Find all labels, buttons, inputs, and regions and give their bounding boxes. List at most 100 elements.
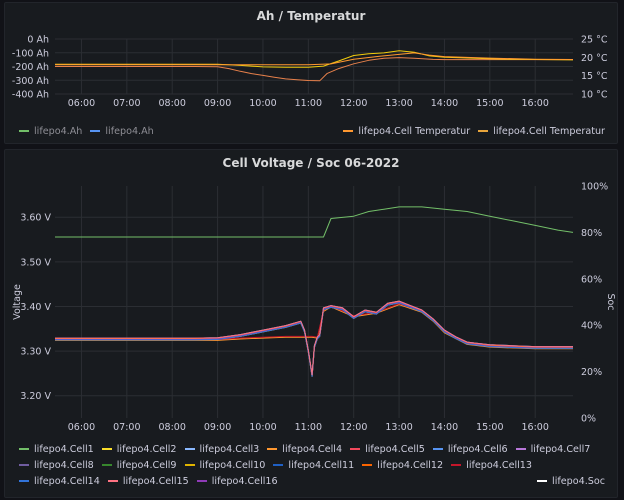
y-left-tick-label: -100 Ah bbox=[12, 48, 49, 59]
x-tick-label: 10:00 bbox=[249, 422, 276, 433]
y-right-tick-label: 0% bbox=[581, 414, 596, 425]
x-tick-label: 16:00 bbox=[521, 98, 548, 109]
y-left-tick-label: -200 Ah bbox=[12, 62, 49, 73]
series-line-0 bbox=[55, 57, 573, 82]
legend-item[interactable]: lifepo4.Soc bbox=[537, 473, 605, 489]
legend-label: lifepo4.Cell4 bbox=[282, 443, 343, 455]
legend-swatch bbox=[19, 464, 29, 466]
legend-item[interactable]: lifepo4.Cell7 bbox=[515, 441, 591, 457]
legend-swatch bbox=[343, 130, 354, 132]
x-tick-label: 06:00 bbox=[68, 422, 95, 433]
legend-item[interactable]: lifepo4.Cell5 bbox=[350, 441, 425, 457]
legend-swatch bbox=[432, 448, 443, 450]
y-right-tick-label: 15 °C bbox=[581, 71, 608, 82]
legend-swatch bbox=[515, 448, 526, 450]
legend-label: lifepo4.Cell15 bbox=[122, 475, 189, 487]
y-left-tick-label: 3.20 V bbox=[20, 391, 51, 402]
legend-item[interactable]: lifepo4.Ah bbox=[19, 123, 82, 139]
legend-label: lifepo4.Ah bbox=[105, 125, 154, 137]
cell-line-16 bbox=[55, 300, 573, 376]
x-tick-label: 07:00 bbox=[113, 422, 140, 433]
legend-item[interactable]: lifepo4.Cell2 bbox=[101, 441, 177, 457]
legend-cells: lifepo4.Cell1 lifepo4.Cell2 lifepo4.Cell3 l… bbox=[19, 441, 609, 489]
legend-swatch bbox=[184, 448, 195, 450]
x-tick-label: 15:00 bbox=[476, 98, 503, 109]
cell-line-12 bbox=[55, 303, 573, 349]
x-tick-label: 10:00 bbox=[249, 98, 276, 109]
legend-item[interactable]: lifepo4.Cell13 bbox=[451, 457, 532, 473]
x-tick-label: 07:00 bbox=[113, 98, 140, 109]
legend-swatch bbox=[19, 480, 29, 482]
x-tick-label: 15:00 bbox=[476, 422, 503, 433]
y-left-tick-label: -400 Ah bbox=[12, 90, 49, 101]
cell-line-14 bbox=[55, 301, 573, 377]
y-right-tick-label: 40% bbox=[581, 321, 602, 332]
series-line-1 bbox=[55, 50, 574, 68]
legend-label: lifepo4.Cell16 bbox=[211, 475, 278, 487]
legend-item[interactable]: lifepo4.Cell16 bbox=[196, 473, 278, 489]
x-tick-label: 12:00 bbox=[340, 422, 367, 433]
legend-swatch bbox=[19, 130, 29, 132]
legend-item[interactable]: lifepo4.Cell Temperatur bbox=[343, 123, 470, 139]
legend-item[interactable]: lifepo4.Cell8 bbox=[19, 457, 94, 473]
legend-item[interactable]: lifepo4.Cell3 bbox=[184, 441, 260, 457]
x-tick-label: 12:00 bbox=[340, 98, 367, 109]
legend-swatch bbox=[101, 448, 112, 450]
legend-item[interactable]: lifepo4.Ah bbox=[90, 123, 154, 139]
legend-swatch bbox=[107, 480, 118, 482]
legend-swatch bbox=[362, 464, 373, 466]
legend-label: lifepo4.Cell Temperatur bbox=[358, 125, 471, 137]
legend-label: lifepo4.Cell10 bbox=[199, 459, 266, 471]
legend-item[interactable]: lifepo4.Cell15 bbox=[107, 473, 189, 489]
legend-label: lifepo4.Cell11 bbox=[288, 459, 355, 471]
ah-temperatur-panel: Ah / Temperatur 06:00 07:00 08:00 09:00 10:0… bbox=[4, 2, 618, 144]
ah-temperatur-chart: 06:00 07:00 08:00 09:00 10:00 11:00 12:00 13:00… bbox=[12, 35, 608, 110]
legend-item[interactable]: lifepo4.Cell9 bbox=[101, 457, 177, 473]
legend-label: lifepo4.Cell7 bbox=[530, 443, 591, 455]
x-tick-label: 14:00 bbox=[431, 98, 458, 109]
y-right-tick-label: 25 °C bbox=[581, 35, 608, 46]
legend-swatch bbox=[478, 130, 489, 132]
y-right-tick-label: 20% bbox=[581, 367, 602, 378]
cell-voltage-soc-panel: Cell Voltage / Soc 06-2022 06:00 07:00 08:… bbox=[4, 149, 618, 498]
legend-item[interactable]: lifepo4.Cell11 bbox=[273, 457, 354, 473]
legend-label: lifepo4.Soc bbox=[552, 475, 605, 487]
legend-item[interactable]: lifepo4.Cell Temperatur bbox=[478, 123, 605, 139]
legend-swatch bbox=[350, 448, 361, 450]
legend-swatch bbox=[90, 130, 101, 132]
legend-swatch bbox=[451, 464, 462, 466]
x-tick-label: 16:00 bbox=[521, 422, 548, 433]
y-right-tick-label: 100% bbox=[581, 182, 608, 193]
panel-title-ah[interactable]: Ah / Temperatur bbox=[256, 9, 366, 23]
legend-item[interactable]: lifepo4.Cell14 bbox=[19, 473, 100, 489]
cell-line-4 bbox=[55, 304, 573, 350]
legend-temperatur: lifepo4.Cell Temperatur lifepo4.Cell Temp… bbox=[343, 123, 613, 139]
legend-label: lifepo4.Ah bbox=[34, 125, 83, 137]
y-right-tick-label: 60% bbox=[581, 274, 602, 285]
y-left-tick-label: 3.40 V bbox=[20, 302, 51, 313]
y-left-tick-label: 3.30 V bbox=[20, 347, 51, 358]
x-tick-label: 09:00 bbox=[204, 422, 231, 433]
legend-soc: lifepo4.Soc bbox=[537, 473, 613, 489]
legend-label: lifepo4.Cell5 bbox=[365, 443, 425, 455]
cell-line-15 bbox=[55, 302, 573, 377]
legend-item[interactable]: lifepo4.Cell1 bbox=[19, 441, 94, 457]
x-tick-label: 13:00 bbox=[385, 98, 412, 109]
legend-label: lifepo4.Cell2 bbox=[116, 443, 177, 455]
y-left-tick-label: -300 Ah bbox=[12, 76, 49, 87]
x-tick-label: 11:00 bbox=[295, 98, 322, 109]
legend-swatch bbox=[267, 448, 278, 450]
x-tick-label: 13:00 bbox=[385, 422, 412, 433]
legend-item[interactable]: lifepo4.Cell10 bbox=[184, 457, 266, 473]
legend-label: lifepo4.Cell Temperatur bbox=[493, 125, 605, 137]
legend-label: lifepo4.Cell13 bbox=[466, 459, 533, 471]
panel-title-voltage[interactable]: Cell Voltage / Soc 06-2022 bbox=[222, 156, 400, 170]
legend-label: lifepo4.Cell3 bbox=[199, 443, 260, 455]
legend-item[interactable]: lifepo4.Cell4 bbox=[267, 441, 342, 457]
y-left-tick-label: 3.60 V bbox=[20, 213, 51, 224]
legend-item[interactable]: lifepo4.Cell12 bbox=[362, 457, 443, 473]
legend-item[interactable]: lifepo4.Cell6 bbox=[432, 441, 508, 457]
legend-swatch bbox=[273, 464, 284, 466]
legend-label: lifepo4.Cell12 bbox=[377, 459, 444, 471]
soc-line bbox=[55, 206, 574, 238]
